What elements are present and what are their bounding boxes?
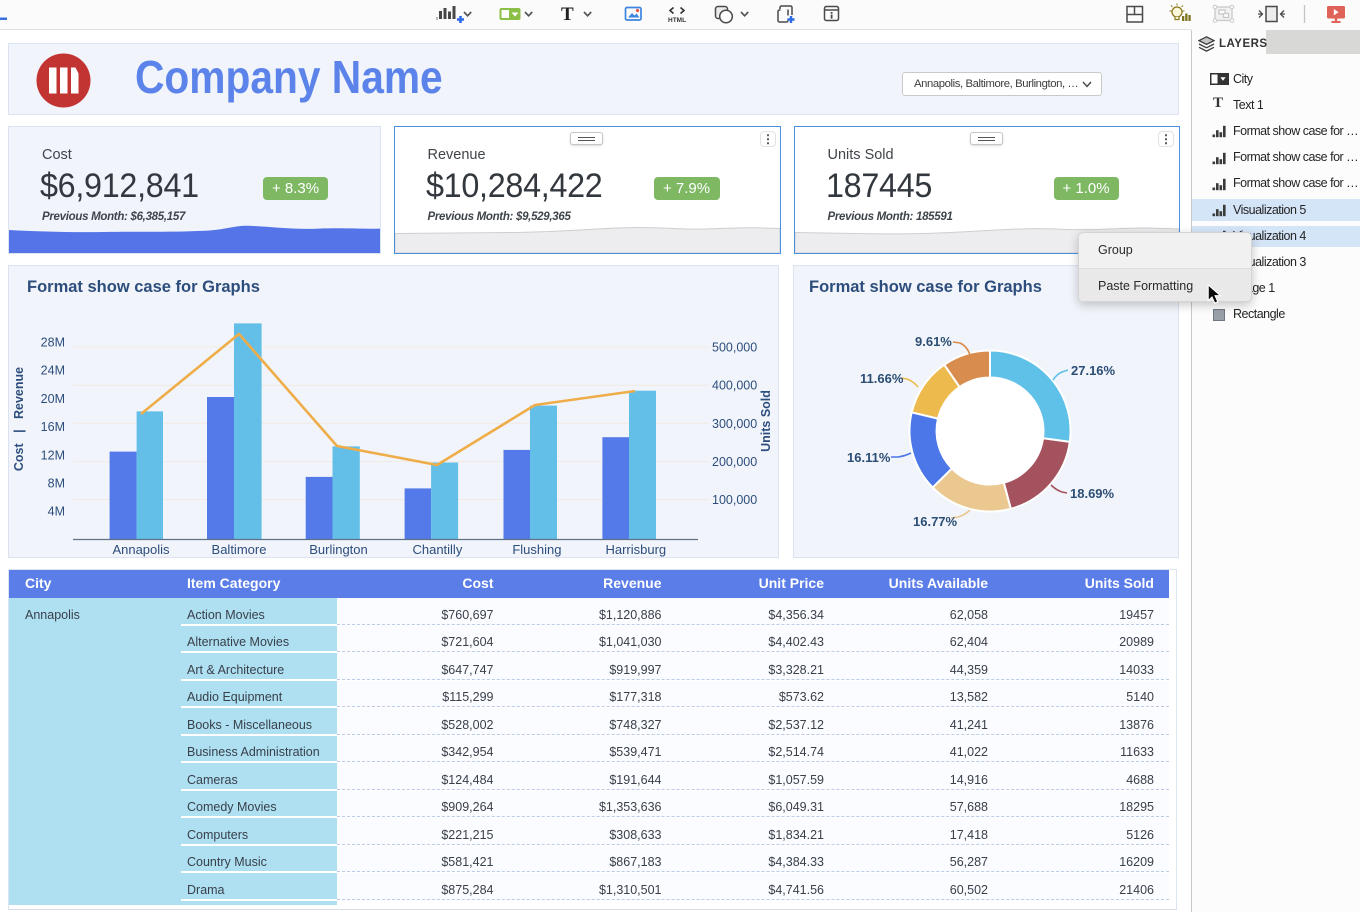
svg-text:300,000: 300,000 <box>712 417 757 431</box>
svg-text:11.66%: 11.66% <box>860 371 904 386</box>
svg-text:24M: 24M <box>41 364 65 378</box>
svg-text:20M: 20M <box>41 392 65 406</box>
svg-text:HTML: HTML <box>668 17 686 24</box>
svg-text:16M: 16M <box>41 420 65 434</box>
svg-text:Cost | Revenue: Cost | Revenue <box>12 367 26 471</box>
svg-text:12M: 12M <box>41 448 65 462</box>
svg-text:18.69%: 18.69% <box>1070 486 1115 501</box>
svg-text:Flushing: Flushing <box>512 542 561 557</box>
svg-text:16.11%: 16.11% <box>847 450 891 465</box>
svg-text:Annapolis: Annapolis <box>112 542 170 557</box>
svg-text:28M: 28M <box>41 336 65 350</box>
svg-text:8M: 8M <box>48 477 65 491</box>
svg-text:Chantilly: Chantilly <box>412 542 462 557</box>
svg-text:Units Sold: Units Sold <box>759 390 773 452</box>
svg-text:Burlington: Burlington <box>309 542 368 557</box>
svg-text:Harrisburg: Harrisburg <box>605 542 666 557</box>
svg-text:27.16%: 27.16% <box>1071 363 1116 378</box>
svg-text:Baltimore: Baltimore <box>212 542 267 557</box>
svg-text:16.77%: 16.77% <box>913 514 958 529</box>
svg-text:100,000: 100,000 <box>712 493 757 507</box>
svg-text:400,000: 400,000 <box>712 379 757 393</box>
svg-text:4M: 4M <box>48 505 65 519</box>
svg-text:200,000: 200,000 <box>712 455 757 469</box>
svg-text:9.61%: 9.61% <box>915 334 952 349</box>
svg-text:T: T <box>561 4 574 25</box>
svg-text:500,000: 500,000 <box>712 341 757 355</box>
